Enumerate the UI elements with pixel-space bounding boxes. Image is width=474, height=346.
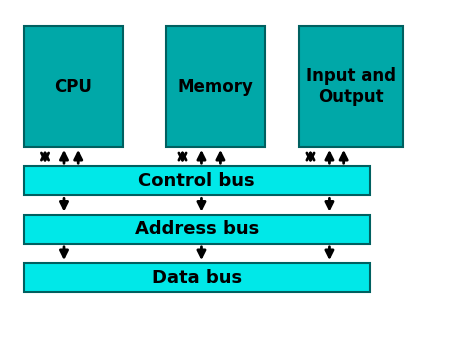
Bar bbox=[24, 263, 370, 292]
Text: CPU: CPU bbox=[55, 78, 92, 95]
Text: Address bus: Address bus bbox=[135, 220, 259, 238]
Bar bbox=[166, 26, 265, 147]
Bar bbox=[24, 215, 370, 244]
Text: Data bus: Data bus bbox=[152, 268, 242, 287]
Text: Memory: Memory bbox=[178, 78, 254, 95]
Bar bbox=[24, 166, 370, 195]
Bar bbox=[299, 26, 403, 147]
Text: Input and
Output: Input and Output bbox=[306, 67, 396, 106]
Bar bbox=[24, 26, 123, 147]
Text: Control bus: Control bus bbox=[138, 172, 255, 190]
